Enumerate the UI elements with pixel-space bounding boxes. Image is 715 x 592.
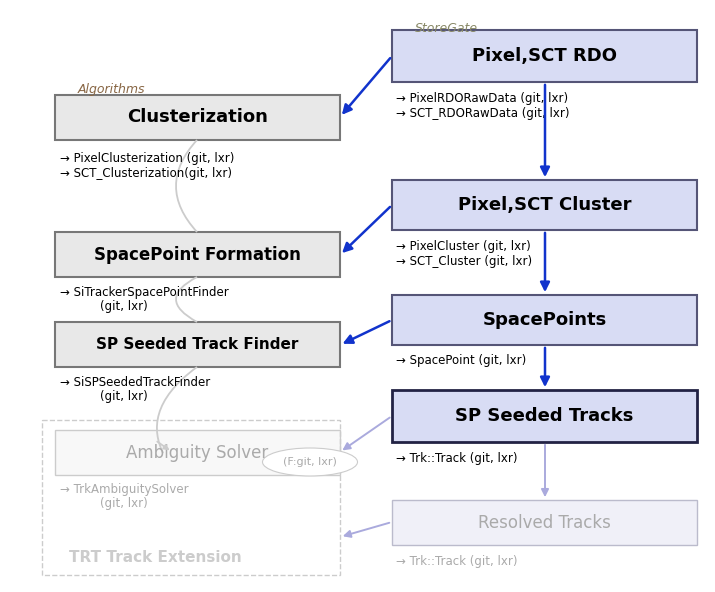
Text: → SiSPSeededTrackFinder: → SiSPSeededTrackFinder (60, 376, 210, 389)
Text: → SCT_RDORawData (git, lxr): → SCT_RDORawData (git, lxr) (396, 107, 570, 120)
Text: → SiTrackerSpacePointFinder: → SiTrackerSpacePointFinder (60, 286, 229, 299)
Text: StoreGate: StoreGate (415, 22, 478, 35)
Text: Pixel,SCT Cluster: Pixel,SCT Cluster (458, 196, 631, 214)
Text: → Trk::Track (git, lxr): → Trk::Track (git, lxr) (396, 555, 518, 568)
Text: (git, lxr): (git, lxr) (100, 497, 148, 510)
Text: → SCT_Clusterization(git, lxr): → SCT_Clusterization(git, lxr) (60, 167, 232, 180)
Text: Pixel,SCT RDO: Pixel,SCT RDO (472, 47, 617, 65)
Bar (392, 295, 697, 345)
Bar (55, 430, 340, 475)
Text: → Trk::Track (git, lxr): → Trk::Track (git, lxr) (396, 452, 518, 465)
Text: Resolved Tracks: Resolved Tracks (478, 513, 611, 532)
Bar (42, 420, 340, 575)
Text: → SCT_Cluster (git, lxr): → SCT_Cluster (git, lxr) (396, 255, 532, 268)
Bar (392, 180, 697, 230)
Text: → PixelCluster (git, lxr): → PixelCluster (git, lxr) (396, 240, 531, 253)
Bar (55, 95, 340, 140)
Bar (55, 232, 340, 277)
Text: TRT Track Extension: TRT Track Extension (69, 549, 242, 565)
Text: → SpacePoint (git, lxr): → SpacePoint (git, lxr) (396, 354, 526, 367)
Text: (git, lxr): (git, lxr) (100, 300, 148, 313)
Ellipse shape (262, 448, 358, 476)
Text: SpacePoints: SpacePoints (483, 311, 606, 329)
Text: Algorithms: Algorithms (78, 83, 145, 96)
Bar (392, 30, 697, 82)
Text: → PixelClusterization (git, lxr): → PixelClusterization (git, lxr) (60, 152, 235, 165)
Bar (392, 390, 697, 442)
Text: Clusterization: Clusterization (127, 108, 268, 127)
Bar (392, 500, 697, 545)
Text: SP Seeded Track Finder: SP Seeded Track Finder (97, 337, 299, 352)
Text: (git, lxr): (git, lxr) (100, 390, 148, 403)
Text: SpacePoint Formation: SpacePoint Formation (94, 246, 301, 263)
Text: SP Seeded Tracks: SP Seeded Tracks (455, 407, 633, 425)
Bar (55, 322, 340, 367)
Text: (F:git, lxr): (F:git, lxr) (283, 457, 337, 467)
Text: Ambiguity Solver: Ambiguity Solver (127, 443, 269, 462)
Text: → PixelRDORawData (git, lxr): → PixelRDORawData (git, lxr) (396, 92, 568, 105)
Text: → TrkAmbiguitySolver: → TrkAmbiguitySolver (60, 483, 189, 496)
